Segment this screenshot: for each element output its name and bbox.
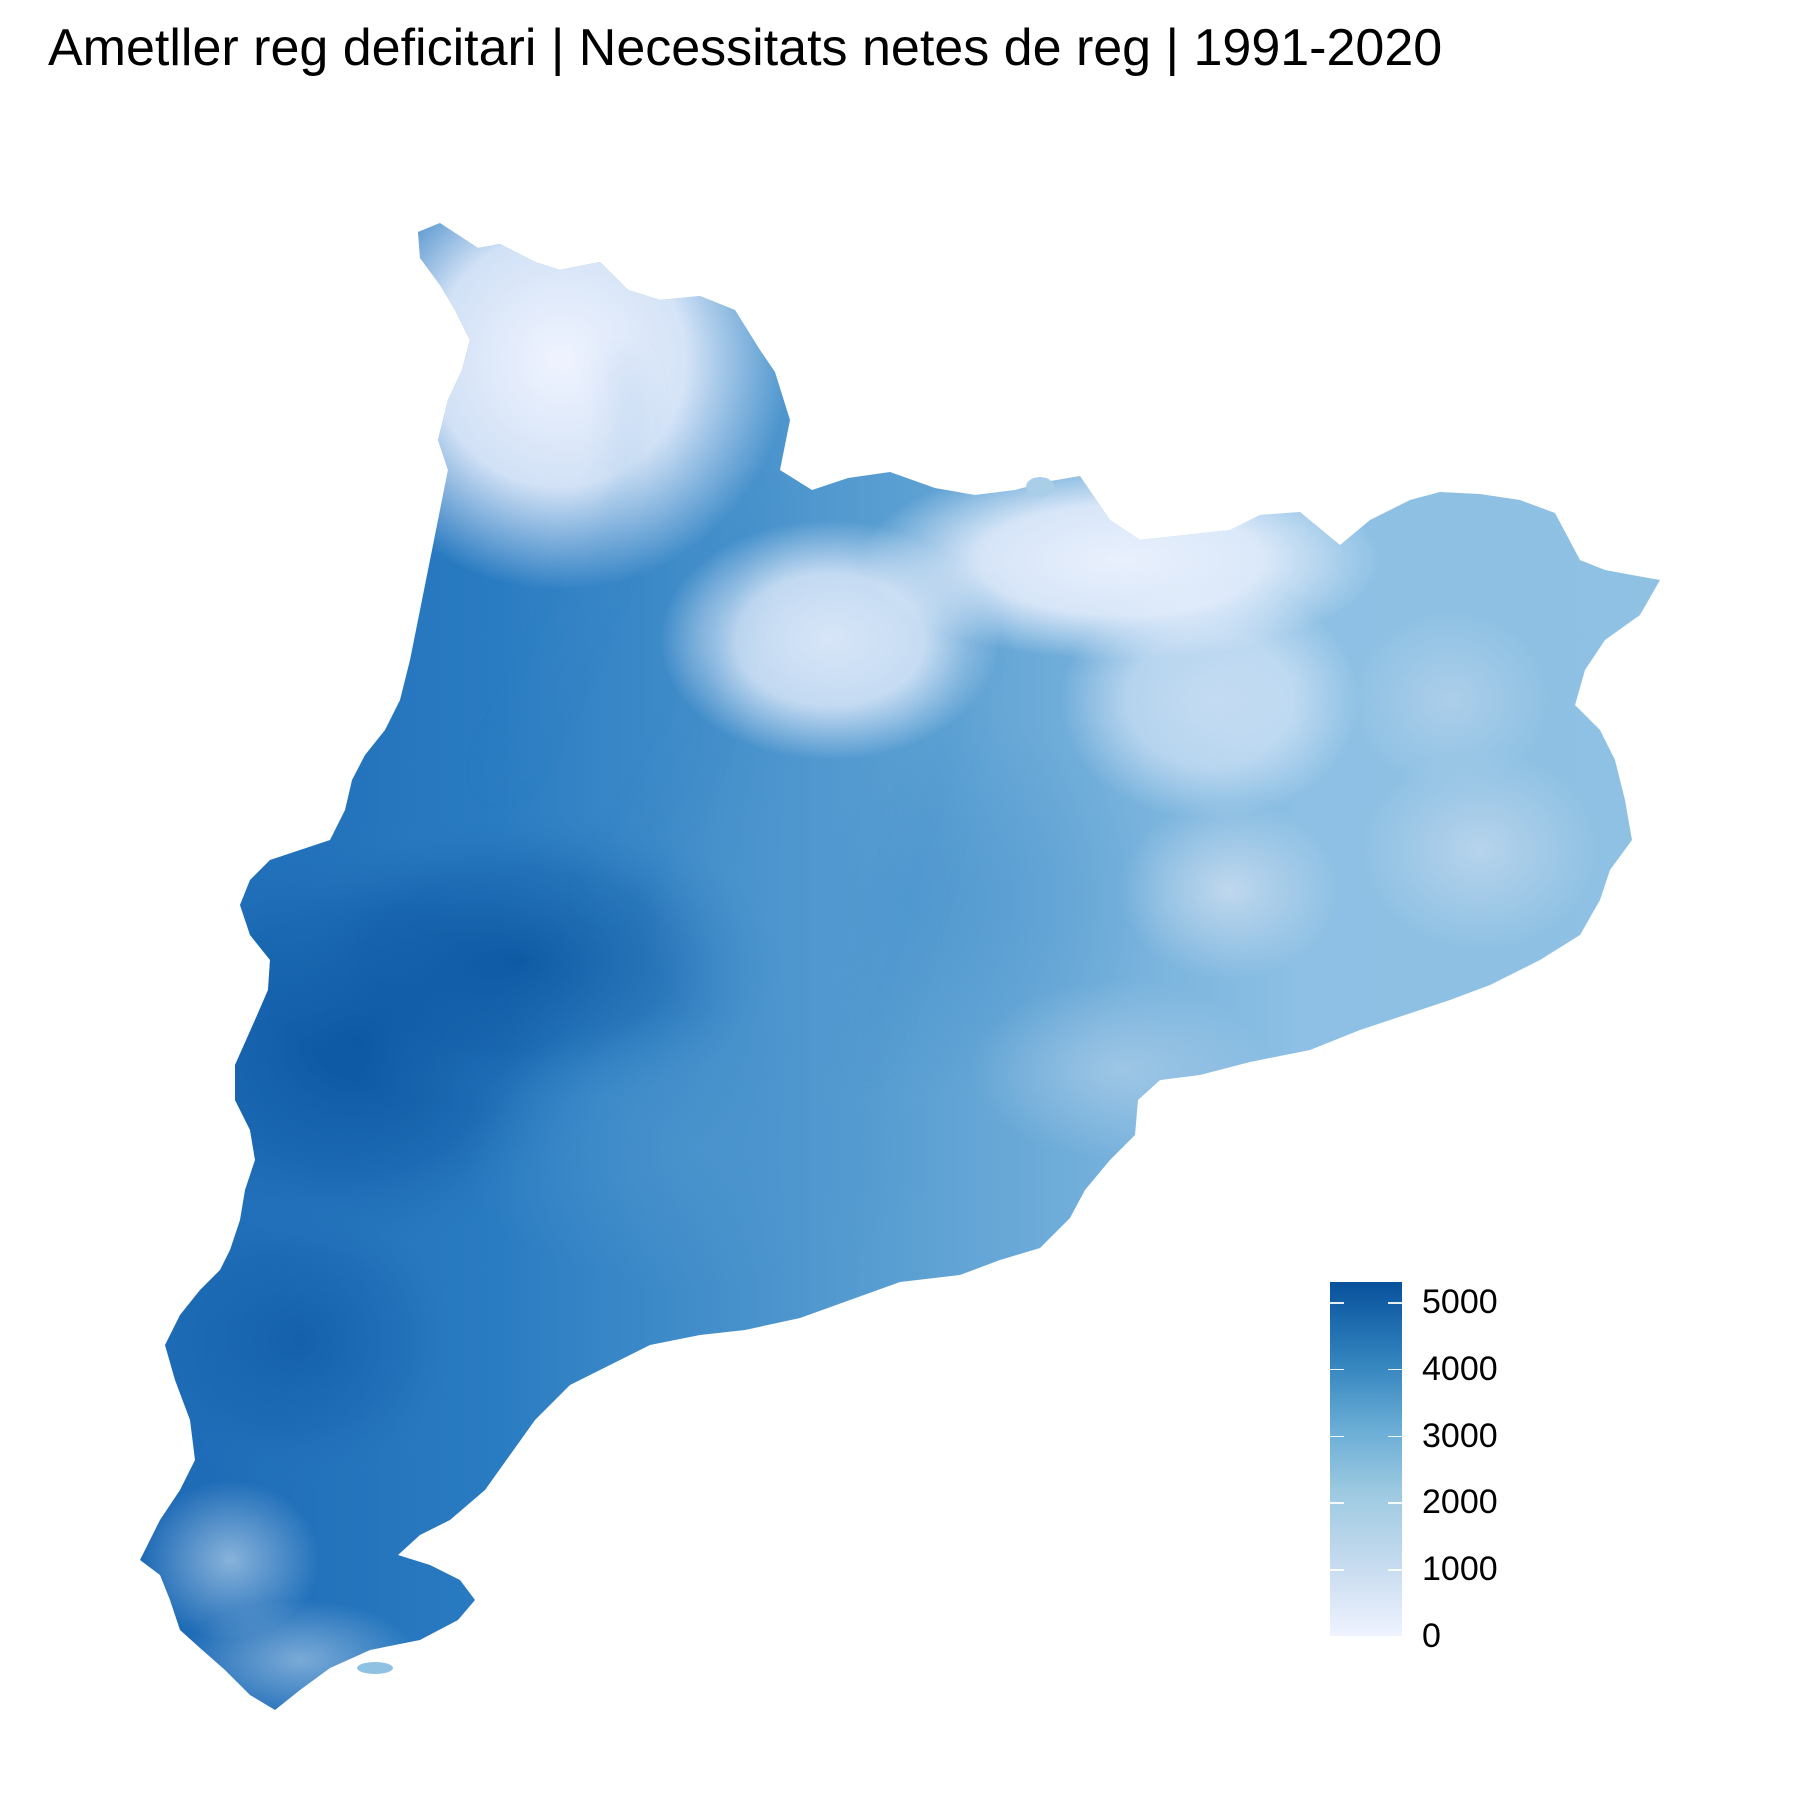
legend-tick-mark xyxy=(1330,1302,1344,1304)
delta-spit xyxy=(357,1662,393,1674)
outlier-patch xyxy=(1026,477,1054,497)
legend-tick-label: 2000 xyxy=(1422,1483,1498,1522)
legend-tick-mark xyxy=(1388,1636,1402,1638)
legend-tick-mark xyxy=(1388,1368,1402,1371)
legend-tick-mark xyxy=(1330,1502,1344,1504)
legend-tick-label: 3000 xyxy=(1422,1416,1498,1455)
legend-tick-label: 4000 xyxy=(1422,1349,1498,1388)
legend-tick-label: 0 xyxy=(1422,1617,1441,1655)
legend-tick-mark xyxy=(1330,1368,1344,1371)
legend-tick-mark xyxy=(1330,1435,1344,1438)
legend: 0 1000 2000 3000 4000 5000 xyxy=(1330,1280,1580,1660)
legend-tick-mark xyxy=(1388,1502,1402,1504)
legend-tick-label: 1000 xyxy=(1422,1550,1498,1589)
legend-tick-label: 5000 xyxy=(1422,1283,1498,1322)
legend-tick-mark xyxy=(1330,1569,1344,1571)
map-title: Ametller reg deficitari | Necessitats ne… xyxy=(48,19,1443,77)
legend-tick-mark xyxy=(1330,1636,1344,1638)
legend-tick-mark xyxy=(1388,1435,1402,1438)
legend-tick-mark xyxy=(1388,1302,1402,1304)
legend-color-bar xyxy=(1330,1282,1402,1636)
legend-tick-mark xyxy=(1388,1569,1402,1571)
